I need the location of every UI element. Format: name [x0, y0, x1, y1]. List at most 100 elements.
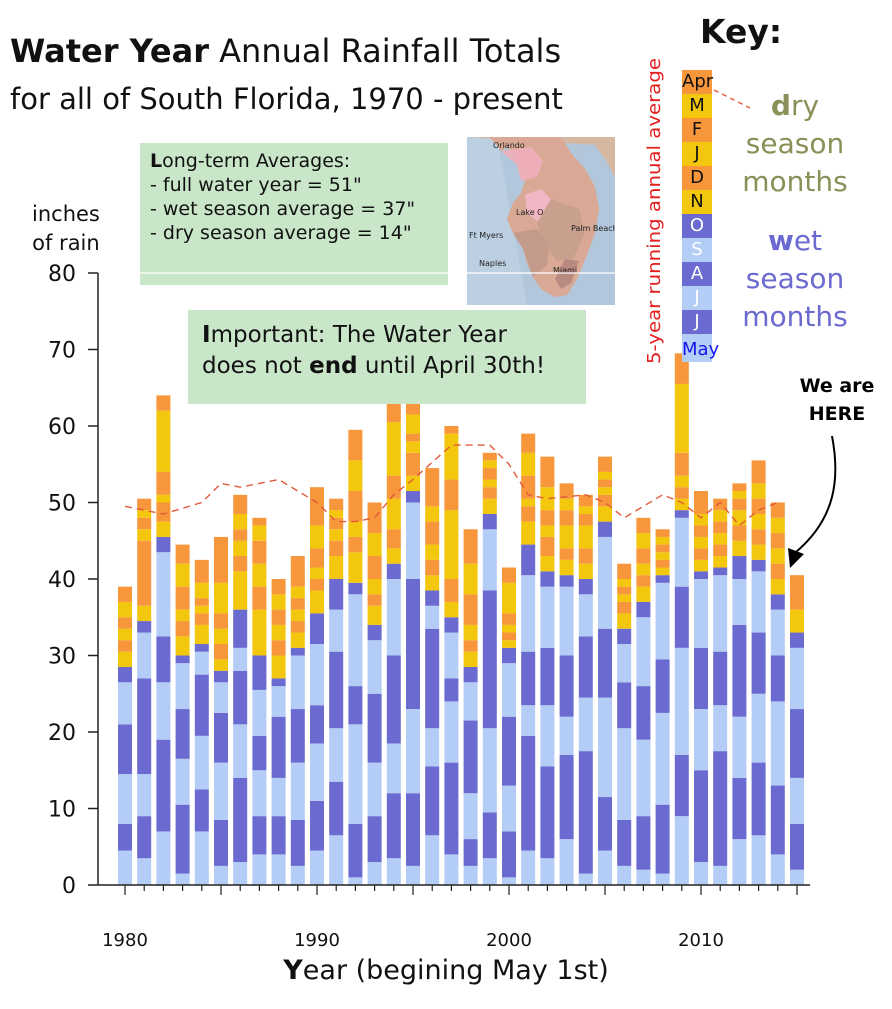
bar-segment	[425, 590, 440, 606]
bar-segment	[732, 540, 747, 557]
bar-segment	[290, 556, 305, 587]
bar-segment	[502, 877, 516, 885]
bar-segment	[214, 712, 228, 763]
bar-segment	[655, 659, 670, 713]
bar-segment	[559, 525, 574, 549]
bar-segment	[463, 529, 478, 564]
dry-season-line3: months	[742, 165, 848, 198]
key-swatch-jan: J	[682, 142, 712, 166]
bar-segment	[406, 793, 420, 866]
bar-segment	[233, 529, 248, 541]
bar-segment	[482, 858, 497, 885]
bar-segment	[521, 521, 536, 545]
we-are-here-line2: HERE	[808, 403, 866, 425]
bar-segment	[598, 506, 612, 522]
bar-segment	[425, 468, 440, 507]
bar-segment	[214, 536, 228, 583]
bar-segment	[617, 865, 632, 885]
bar-segment	[770, 655, 785, 702]
bar-segment	[118, 682, 132, 725]
bar-segment	[175, 544, 190, 564]
bar-segment	[233, 609, 248, 648]
key-swatch-sep: S	[682, 238, 712, 262]
bar-segment	[636, 686, 651, 740]
running-average-label-text: 5-year running annual average	[645, 58, 665, 364]
wet-initial: w	[767, 224, 794, 257]
bar-segment	[521, 575, 536, 652]
bar-segment	[367, 816, 382, 863]
bar-segment	[521, 651, 536, 706]
bar-segment	[578, 579, 593, 595]
bar-segment	[310, 579, 324, 591]
bar-segment	[175, 804, 190, 874]
bar-segment	[310, 705, 324, 744]
bar-segment	[194, 789, 209, 832]
bar-segment	[578, 525, 593, 549]
y-tick-label: 80	[48, 262, 76, 287]
bar-segment	[482, 452, 497, 461]
bar-segment	[521, 506, 536, 522]
bar-segment	[751, 498, 766, 514]
bar-segment	[598, 697, 612, 798]
bar-segment	[617, 601, 632, 614]
bar-segment	[310, 567, 324, 579]
bar-segment	[137, 510, 152, 518]
wet-season-line3: months	[742, 300, 848, 333]
bar-segment	[348, 536, 363, 553]
bar-segment	[636, 617, 651, 687]
key-swatch-jul: J	[682, 286, 712, 310]
bar-segment	[137, 678, 152, 775]
bar-segment	[636, 548, 651, 564]
bar-segment	[674, 383, 689, 453]
bar-segment	[156, 636, 171, 683]
bar-segment	[233, 724, 248, 778]
south-florida-map: Orlando Lake O Ft Myers Palm Beach Naple…	[467, 137, 615, 305]
important-part2b: until April 30th!	[357, 353, 546, 379]
bar-segment	[713, 556, 728, 568]
bar-segment	[348, 491, 363, 522]
bar-segment	[329, 728, 344, 782]
bar-segment	[655, 582, 670, 660]
bar-segment	[156, 410, 171, 472]
bar-segment	[348, 582, 363, 595]
bar-segment	[617, 628, 632, 645]
chart-title-rest: Annual Rainfall Totals	[208, 32, 562, 70]
bar-segment	[348, 686, 363, 725]
map-label-miami: Miami	[553, 266, 577, 275]
bar-segment	[463, 720, 478, 794]
bar-segment	[463, 666, 478, 683]
bar-segment	[444, 510, 459, 579]
dry-season-line1: dry	[720, 87, 870, 125]
bar-segment	[655, 552, 670, 560]
bar-segment	[137, 540, 152, 606]
bar-segment	[406, 452, 420, 476]
bar-segment	[156, 739, 171, 832]
bar-segment	[156, 682, 171, 740]
bar-segment	[194, 674, 209, 736]
important-part2a: does not	[202, 353, 310, 379]
bar-segment	[386, 743, 401, 794]
bar-segment	[770, 854, 785, 885]
bar-segment	[463, 594, 478, 625]
bar-segment	[598, 494, 612, 507]
bar-segment	[694, 513, 708, 526]
y-tick-label: 0	[62, 874, 76, 899]
bar-segment	[713, 544, 728, 557]
bar-segment	[578, 594, 593, 637]
bar-segment	[732, 498, 747, 511]
bar-segment	[713, 865, 728, 885]
bar-segment	[732, 556, 747, 579]
bar-segment	[502, 640, 516, 648]
bar-segment	[214, 659, 228, 671]
bar-segment	[655, 529, 670, 537]
bar-segment	[617, 563, 632, 579]
bar-segment	[598, 628, 612, 698]
x-tick-label: 2000	[486, 930, 532, 951]
bar-segment	[655, 575, 670, 583]
bar-segment	[252, 655, 267, 690]
bar-segment	[463, 839, 478, 866]
bar-segment	[655, 567, 670, 576]
bar-segment	[367, 693, 382, 763]
bar-segment	[425, 559, 440, 576]
bar-segment	[521, 452, 536, 476]
